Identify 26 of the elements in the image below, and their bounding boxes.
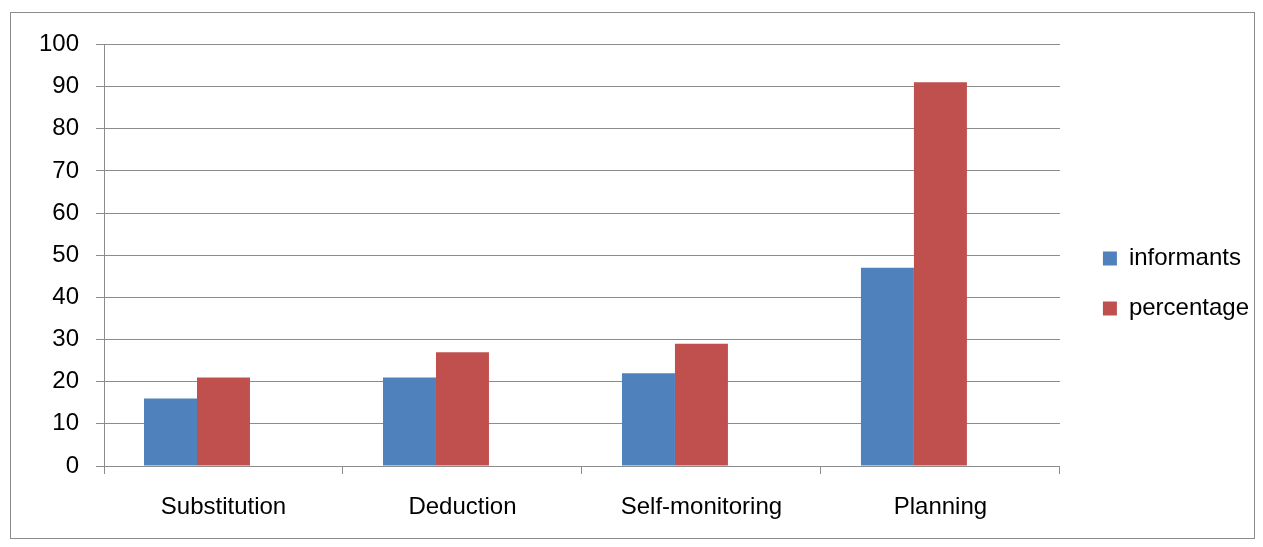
bar: [197, 377, 250, 466]
x-tick-label: Planning: [893, 492, 988, 520]
bar: [382, 377, 436, 466]
y-tick-label: 30: [52, 324, 79, 352]
y-tick-label: 100: [38, 29, 79, 57]
bar: [144, 398, 197, 466]
y-tick-label: 10: [52, 408, 79, 436]
x-tick-label: Deduction: [408, 492, 517, 520]
bar: [860, 267, 914, 466]
y-tick-label: 80: [52, 113, 79, 141]
bar: [674, 343, 728, 466]
x-tick-label: Self-monitoring: [620, 492, 783, 520]
legend-label: informants: [1128, 243, 1241, 271]
y-tick-label: 40: [52, 281, 79, 309]
bar: [435, 352, 489, 466]
legend-label: percentage: [1128, 293, 1249, 321]
y-tick-label: 70: [52, 155, 79, 183]
bar: [913, 82, 967, 466]
y-tick-label: 90: [52, 71, 79, 99]
chart-frame: informants percentage Substitution Deduction Self-monitoring Planning 0 10 20 30 40 50 60 70 80 90 100: [10, 12, 1255, 539]
x-tick-label: Substitution: [160, 492, 287, 520]
y-tick-label: 20: [52, 366, 79, 394]
y-tick-label: 60: [52, 197, 79, 225]
bar: [621, 373, 675, 466]
y-tick-label: 50: [52, 239, 79, 267]
y-tick-label: 0: [65, 450, 79, 478]
